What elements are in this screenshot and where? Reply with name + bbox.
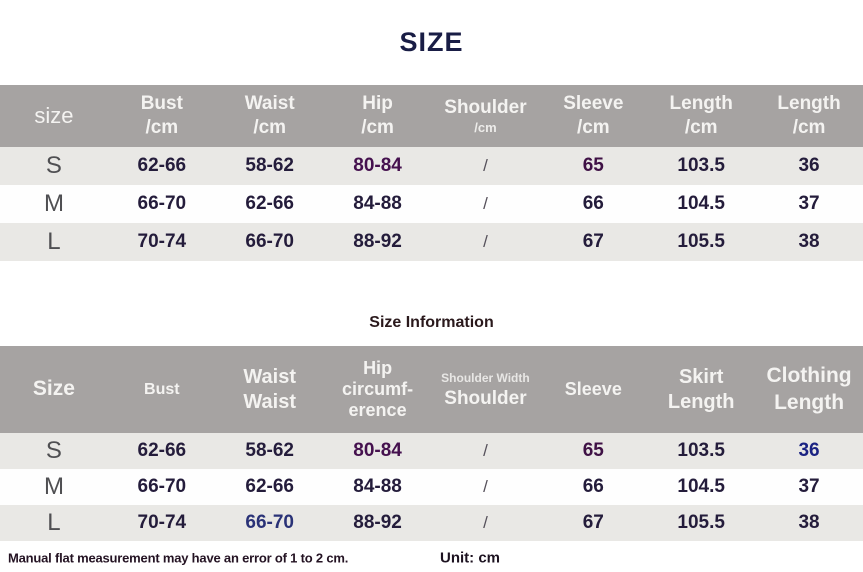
value-cell: 62-66 bbox=[137, 155, 187, 176]
title-block: SIZE bbox=[0, 0, 863, 85]
column-header-shoulder: Shoulder Width Shoulder bbox=[441, 370, 530, 409]
table1-header-row: size Bust /cm Waist /cm Hip /cm Shoulder… bbox=[0, 85, 863, 147]
value-cell: 65 bbox=[582, 155, 604, 176]
table-row: S 62-66 58-62 80-84 / 65 103.5 36 bbox=[0, 147, 863, 185]
size-cell: S bbox=[45, 152, 62, 179]
table-row: L 70-74 66-70 88-92 / 67 105.5 38 bbox=[0, 223, 863, 261]
value-cell: 105.5 bbox=[677, 512, 725, 533]
table-row: L 70-74 66-70 88-92 / 67 105.5 38 bbox=[0, 505, 863, 541]
value-cell: 104.5 bbox=[677, 193, 725, 214]
column-header-waist: Waist /cm bbox=[244, 93, 295, 138]
size-information-title: Size Information bbox=[369, 314, 494, 331]
size-cell: M bbox=[43, 190, 64, 217]
table-row: M 66-70 62-66 84-88 / 66 104.5 37 bbox=[0, 185, 863, 223]
value-cell: 84-88 bbox=[353, 476, 402, 497]
column-header-skirt-length: Skirt Length bbox=[667, 365, 735, 413]
value-cell: 62-66 bbox=[137, 440, 187, 461]
column-header-sleeve: Sleeve /cm bbox=[563, 93, 624, 138]
value-cell: 103.5 bbox=[677, 155, 725, 176]
value-cell: 105.5 bbox=[677, 231, 725, 252]
column-header-shoulder: Shoulder /cm bbox=[444, 97, 527, 135]
value-cell: 65 bbox=[582, 440, 604, 461]
table2-header-row: Size Bust Waist Waist Hip circumf- erenc… bbox=[0, 346, 863, 433]
size-cell: L bbox=[47, 509, 61, 536]
page-title: SIZE bbox=[399, 27, 464, 57]
table-row: M 66-70 62-66 84-88 / 66 104.5 37 bbox=[0, 469, 863, 505]
value-cell: 103.5 bbox=[677, 440, 725, 461]
column-header-length-2: Length /cm bbox=[777, 93, 841, 138]
value-cell: 66 bbox=[582, 476, 604, 497]
value-cell: 70-74 bbox=[137, 512, 187, 533]
value-cell: / bbox=[483, 513, 488, 532]
column-header-waist: Waist Waist bbox=[243, 365, 296, 413]
column-header-sleeve: Sleeve bbox=[564, 379, 622, 400]
footer: Manual flat measurement may have an erro… bbox=[0, 541, 863, 572]
value-cell: 88-92 bbox=[353, 231, 402, 252]
value-cell: 80-84 bbox=[353, 155, 402, 176]
value-cell: 80-84 bbox=[353, 440, 402, 461]
value-cell: 67 bbox=[582, 231, 604, 252]
value-cell: 88-92 bbox=[353, 512, 402, 533]
value-cell: 66-70 bbox=[137, 193, 187, 214]
size-information-table: Size Bust Waist Waist Hip circumf- erenc… bbox=[0, 346, 863, 541]
size-cell: M bbox=[43, 473, 64, 500]
value-cell: 62-66 bbox=[245, 193, 294, 214]
value-cell: 66-70 bbox=[245, 512, 294, 533]
value-cell: 66-70 bbox=[245, 231, 294, 252]
value-cell: 36 bbox=[798, 440, 820, 461]
value-cell: 58-62 bbox=[245, 155, 294, 176]
subtitle-block: Size Information bbox=[0, 261, 863, 346]
value-cell: 104.5 bbox=[677, 476, 725, 497]
value-cell: 38 bbox=[798, 231, 820, 252]
column-header-bust: Bust bbox=[144, 380, 180, 398]
column-header-size: Size bbox=[32, 377, 75, 401]
value-cell: 66 bbox=[582, 193, 604, 214]
value-cell: / bbox=[483, 441, 488, 460]
column-header-bust: Bust /cm bbox=[140, 93, 183, 138]
measurement-error-note: Manual flat measurement may have an erro… bbox=[8, 549, 349, 565]
value-cell: 37 bbox=[798, 193, 820, 214]
value-cell: 38 bbox=[798, 512, 820, 533]
value-cell: 36 bbox=[798, 155, 820, 176]
value-cell: 70-74 bbox=[137, 231, 187, 252]
table-row: S 62-66 58-62 80-84 / 65 103.5 36 bbox=[0, 433, 863, 469]
value-cell: / bbox=[483, 194, 488, 213]
size-cell: L bbox=[47, 228, 61, 255]
value-cell: 37 bbox=[798, 476, 820, 497]
column-header-hip-circumference: Hip circumf- erence bbox=[342, 358, 414, 420]
value-cell: 66-70 bbox=[137, 476, 187, 497]
column-header-hip: Hip /cm bbox=[361, 93, 394, 138]
size-table-metric: size Bust /cm Waist /cm Hip /cm Shoulder… bbox=[0, 85, 863, 261]
column-header-clothing-length: Clothing Length bbox=[766, 364, 852, 414]
value-cell: 62-66 bbox=[245, 476, 294, 497]
value-cell: / bbox=[483, 156, 488, 175]
size-cell: S bbox=[45, 437, 62, 464]
value-cell: 67 bbox=[582, 512, 604, 533]
column-header-length-1: Length /cm bbox=[669, 93, 733, 138]
value-cell: 58-62 bbox=[245, 440, 294, 461]
column-header-size: size bbox=[34, 103, 74, 129]
value-cell: / bbox=[483, 477, 488, 496]
value-cell: 84-88 bbox=[353, 193, 402, 214]
unit-label: Unit: cm bbox=[440, 549, 500, 567]
value-cell: / bbox=[483, 232, 488, 251]
